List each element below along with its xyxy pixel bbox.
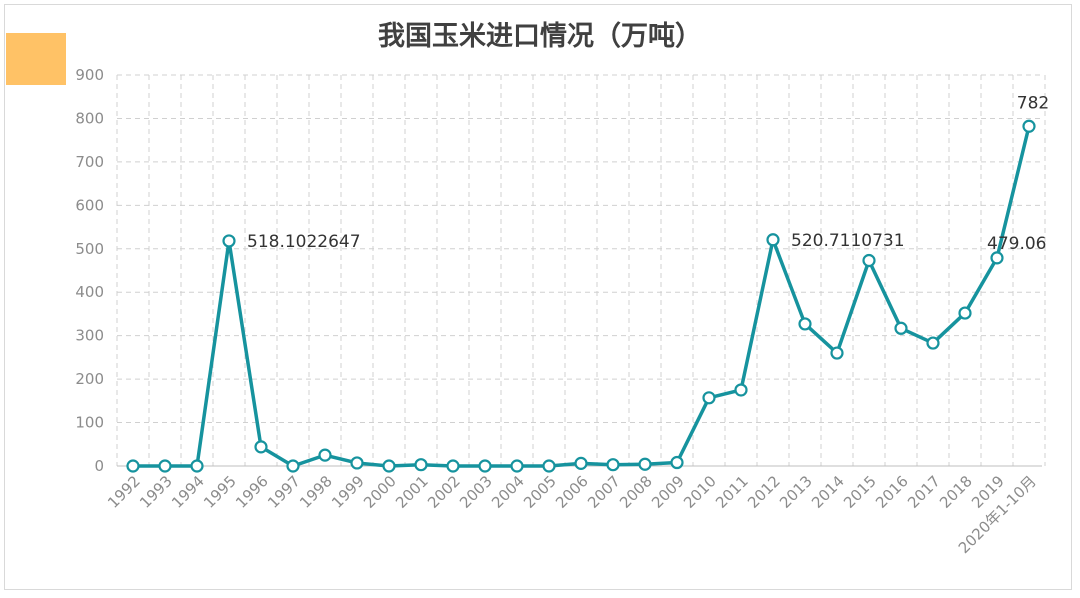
data-point [510, 459, 524, 473]
x-tick-label: 1992 [104, 472, 144, 512]
data-point [798, 317, 812, 331]
data-point [734, 383, 748, 397]
data-point [158, 459, 172, 473]
x-tick-label: 2008 [616, 472, 656, 512]
x-tick-label: 2009 [648, 472, 688, 512]
data-point [478, 459, 492, 473]
series-line [133, 125, 1031, 468]
x-tick-label: 1997 [264, 472, 304, 512]
data-point [606, 458, 620, 472]
data-point [222, 234, 236, 248]
data-point [862, 253, 876, 268]
x-tick-label: 2015 [840, 472, 880, 512]
x-tick-label: 2011 [712, 472, 752, 512]
y-tick-label: 300 [75, 327, 104, 345]
grid-layer [116, 74, 1046, 466]
data-label-layer: 518.1022647 520.7110731 479.06 782 [247, 93, 1049, 254]
x-tick-label: 2000 [360, 472, 400, 512]
accent-block [6, 33, 66, 85]
data-point [990, 251, 1004, 265]
data-label: 479.06 [987, 234, 1046, 254]
y-tick-label: 700 [75, 153, 104, 171]
x-tick-label: 1994 [168, 472, 208, 512]
y-tick-label: 900 [75, 66, 104, 84]
x-tick-label: 2004 [488, 472, 528, 512]
y-tick-label: 0 [94, 457, 104, 475]
data-point [382, 459, 396, 473]
y-tick-label: 600 [75, 196, 104, 214]
x-tick-label: 2010 [680, 472, 720, 512]
chart-title: 我国玉米进口情况（万吨） [378, 21, 702, 52]
y-tick-label: 100 [75, 414, 104, 432]
data-point [318, 448, 332, 462]
x-tick-label: 2003 [456, 472, 496, 512]
data-point [446, 459, 460, 473]
data-point [350, 456, 364, 470]
data-point [894, 321, 908, 335]
x-tick-label: 2018 [936, 472, 976, 512]
x-axis: 1992199319941995199619971998199920002001… [104, 465, 1042, 557]
chart-frame [4, 4, 1072, 590]
x-tick-label: 2005 [520, 472, 560, 512]
y-tick-label: 200 [75, 370, 104, 388]
x-tick-label: 2012 [744, 472, 784, 512]
x-tick-label: 1998 [296, 472, 336, 512]
data-point [766, 233, 780, 247]
data-point [542, 459, 556, 473]
y-tick-label: 500 [75, 240, 104, 258]
data-point [638, 457, 652, 471]
x-tick-label: 2013 [776, 472, 816, 512]
data-point [190, 459, 204, 473]
data-point [254, 440, 268, 454]
series-layer [126, 119, 1036, 473]
data-point [286, 459, 300, 473]
x-tick-label: 2017 [904, 472, 944, 512]
x-tick-label: 2016 [872, 472, 912, 512]
data-point [830, 346, 844, 360]
data-point [702, 391, 716, 405]
data-label: 782 [1017, 93, 1049, 113]
x-tick-label: 2014 [808, 472, 848, 512]
x-tick-label: 1995 [200, 472, 240, 512]
y-axis: 0 100 200 300 400 500 600 700 800 900 [75, 66, 104, 475]
x-tick-label: 2006 [552, 472, 592, 512]
x-tick-label: 2001 [392, 472, 432, 512]
data-label: 520.7110731 [791, 231, 905, 251]
x-tick-label: 1993 [136, 472, 176, 512]
y-tick-label: 800 [75, 109, 104, 127]
y-tick-label: 400 [75, 283, 104, 301]
data-point [126, 459, 140, 473]
data-point [414, 458, 428, 472]
data-point [1022, 119, 1036, 133]
x-tick-label: 2002 [424, 472, 464, 512]
x-tick-label: 1999 [328, 472, 368, 512]
data-point [670, 455, 684, 470]
x-tick-label: 1996 [232, 472, 272, 512]
data-point [958, 306, 972, 320]
data-point [926, 336, 940, 350]
data-point [574, 456, 588, 470]
data-label: 518.1022647 [247, 232, 361, 252]
x-tick-label: 2007 [584, 472, 624, 512]
